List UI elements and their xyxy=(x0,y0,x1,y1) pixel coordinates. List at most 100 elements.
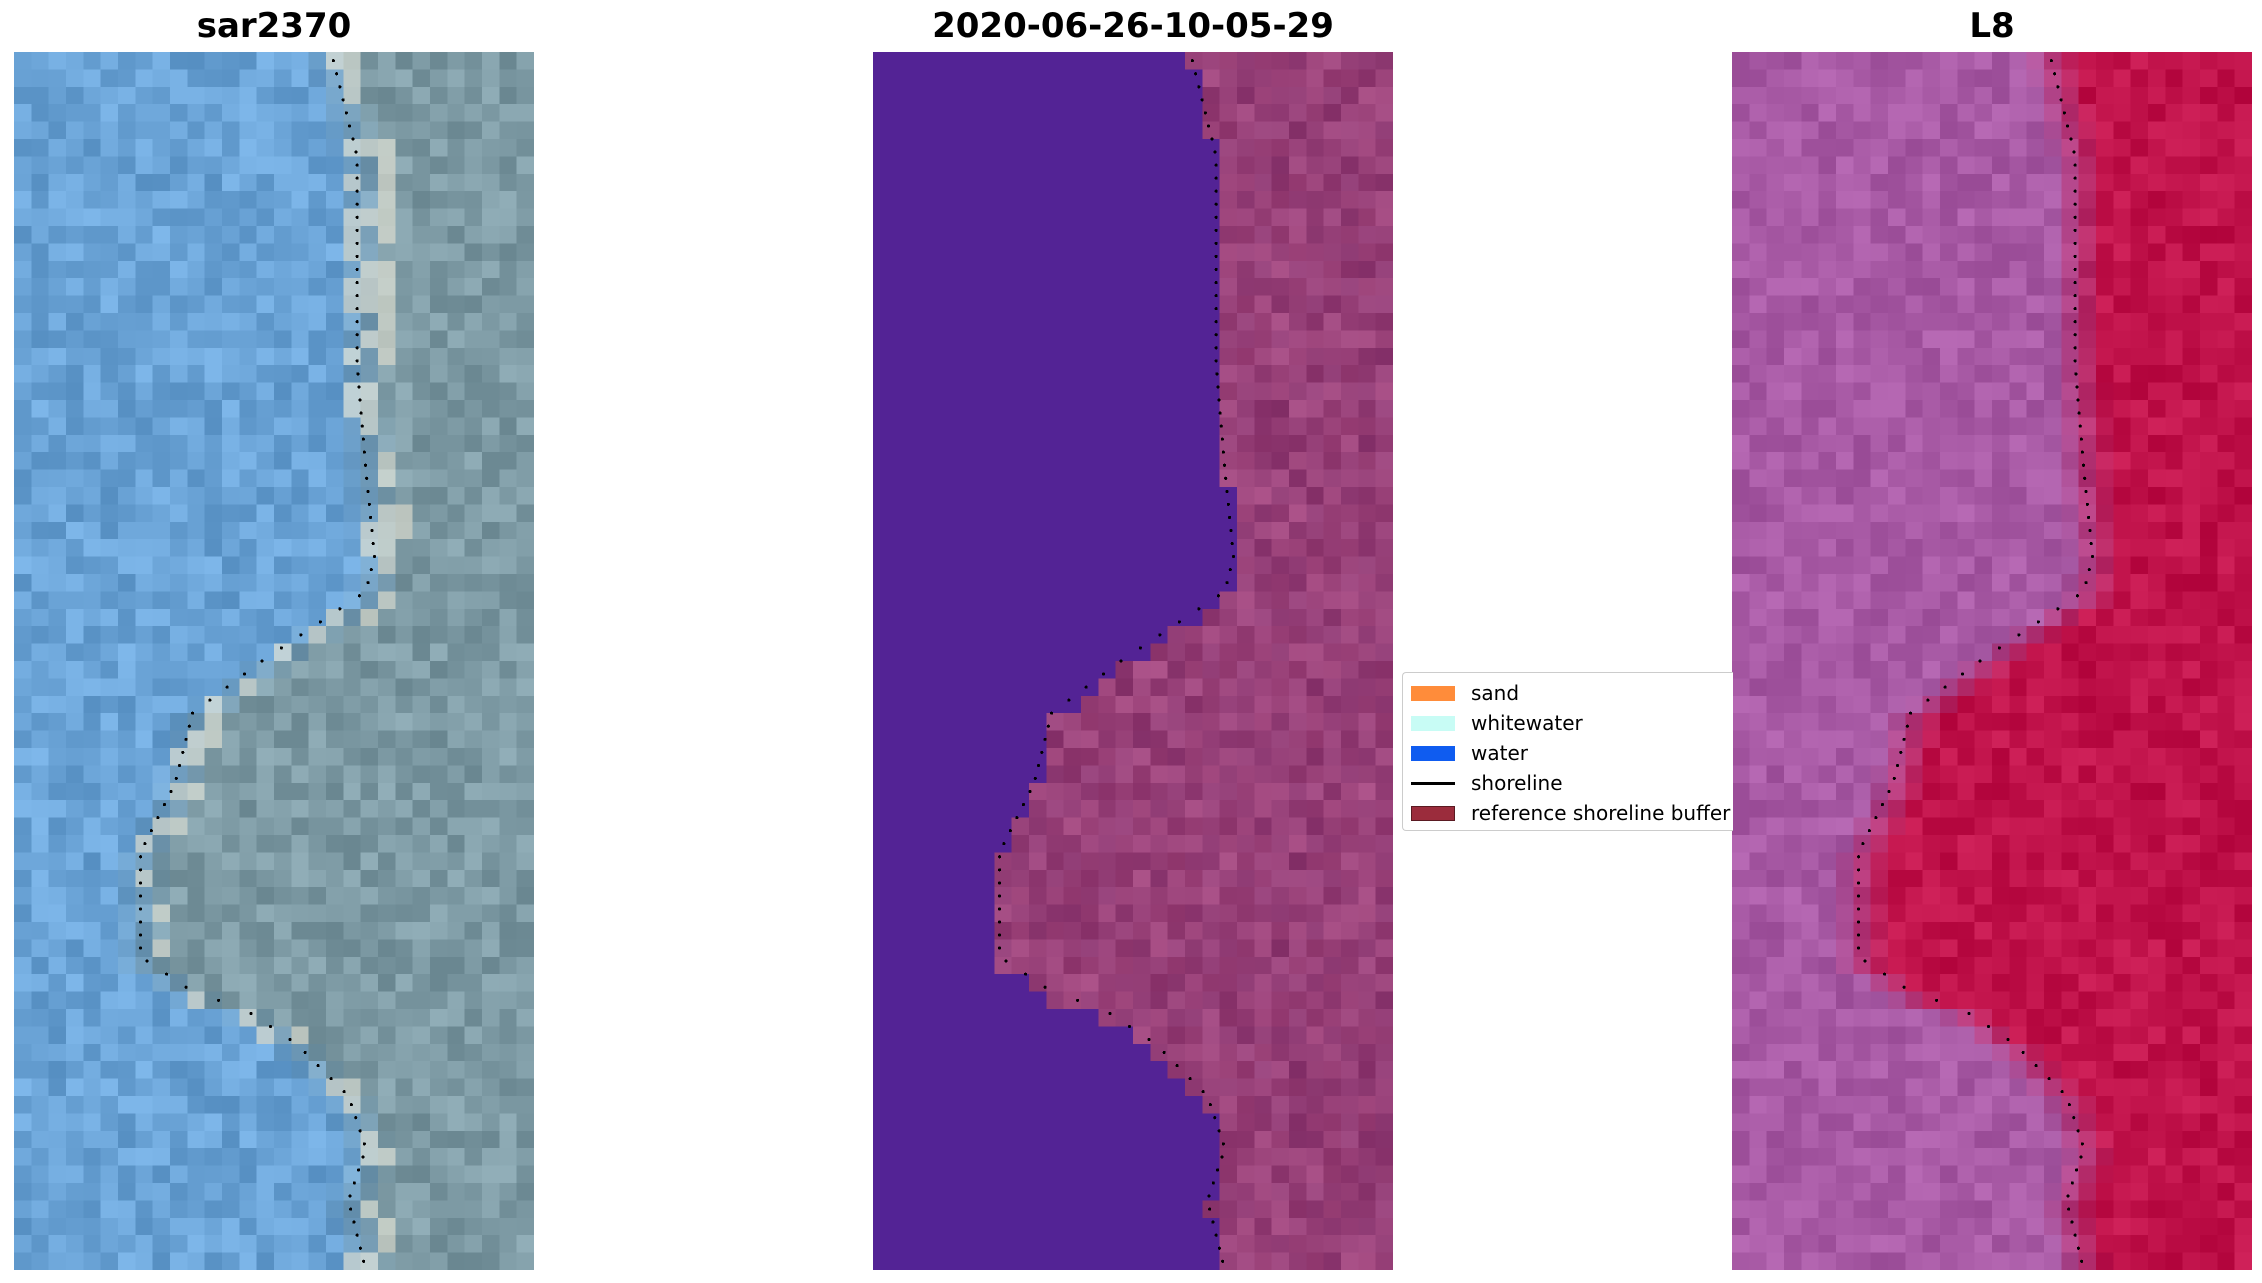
image-pixel xyxy=(100,904,119,923)
image-pixel xyxy=(1133,278,1151,296)
image-pixel xyxy=(83,678,102,697)
image-pixel xyxy=(1202,417,1221,436)
image-pixel xyxy=(83,1026,102,1045)
image-pixel xyxy=(447,817,466,836)
image-pixel xyxy=(2165,226,2184,244)
image-pixel xyxy=(464,1026,483,1045)
image-pixel xyxy=(942,574,961,592)
image-pixel xyxy=(1098,260,1117,279)
image-pixel xyxy=(1046,852,1065,871)
image-pixel xyxy=(204,626,223,644)
image-pixel xyxy=(499,313,518,331)
shoreline-dot xyxy=(164,972,169,976)
image-pixel xyxy=(187,608,206,627)
image-pixel xyxy=(343,800,362,818)
image-pixel xyxy=(464,835,483,853)
image-pixel xyxy=(942,365,961,383)
image-pixel xyxy=(430,730,448,749)
image-pixel xyxy=(66,173,84,192)
image-pixel xyxy=(204,243,223,262)
image-pixel xyxy=(239,591,258,610)
image-pixel xyxy=(1133,469,1151,488)
image-pixel xyxy=(1063,556,1082,575)
image-pixel xyxy=(1029,52,1047,70)
image-pixel xyxy=(890,278,909,296)
image-pixel xyxy=(1784,382,1802,401)
image-pixel xyxy=(447,400,466,418)
image-pixel xyxy=(1341,382,1359,401)
image-pixel xyxy=(482,539,500,557)
image-pixel xyxy=(1202,1113,1221,1132)
image-pixel xyxy=(100,504,119,523)
image-pixel xyxy=(187,469,206,488)
image-pixel xyxy=(1133,869,1151,888)
shoreline-dot xyxy=(1214,228,1218,232)
image-pixel xyxy=(977,591,995,610)
image-pixel xyxy=(1185,922,1203,940)
image-pixel xyxy=(239,765,258,784)
image-pixel xyxy=(1185,173,1203,192)
image-pixel xyxy=(1358,226,1377,244)
image-pixel xyxy=(1029,939,1047,958)
image-pixel xyxy=(291,1043,310,1062)
image-pixel xyxy=(1011,782,1030,801)
image-pixel xyxy=(994,208,1013,227)
image-pixel xyxy=(977,104,995,122)
image-pixel xyxy=(1063,487,1082,505)
image-pixel xyxy=(187,1009,206,1027)
image-pixel xyxy=(925,782,943,801)
image-pixel xyxy=(170,121,188,140)
image-pixel xyxy=(204,1235,223,1253)
image-pixel xyxy=(1732,191,1750,209)
image-pixel xyxy=(1133,904,1151,923)
image-pixel xyxy=(942,1235,961,1253)
image-pixel xyxy=(1115,295,1134,314)
image-pixel xyxy=(239,452,258,470)
image-pixel xyxy=(907,678,926,697)
image-pixel xyxy=(152,904,171,923)
image-pixel xyxy=(14,139,32,157)
image-pixel xyxy=(430,852,448,871)
image-pixel xyxy=(152,800,171,818)
image-pixel xyxy=(308,1252,327,1270)
image-pixel xyxy=(1133,782,1151,801)
image-pixel xyxy=(1888,121,1906,140)
image-pixel xyxy=(100,800,119,818)
image-pixel xyxy=(291,695,310,714)
image-pixel xyxy=(873,208,891,227)
image-pixel xyxy=(1323,695,1342,714)
image-pixel xyxy=(2009,208,2028,227)
image-pixel xyxy=(274,330,292,349)
image-pixel xyxy=(1358,243,1377,262)
image-pixel xyxy=(343,521,362,540)
image-pixel xyxy=(1098,86,1117,105)
image-pixel xyxy=(1046,835,1065,853)
image-pixel xyxy=(1063,661,1082,679)
image-pixel xyxy=(412,156,431,175)
image-pixel xyxy=(1289,939,1307,958)
image-pixel xyxy=(1046,208,1065,227)
image-pixel xyxy=(2234,191,2252,209)
image-pixel xyxy=(1150,661,1169,679)
image-pixel xyxy=(1202,452,1221,470)
image-pixel xyxy=(1098,1026,1117,1045)
image-pixel xyxy=(222,295,240,314)
image-pixel xyxy=(1029,295,1047,314)
image-pixel xyxy=(1289,139,1307,157)
image-pixel xyxy=(1341,782,1359,801)
image-pixel xyxy=(1237,1183,1255,1201)
image-pixel xyxy=(2009,226,2028,244)
image-pixel xyxy=(66,939,84,958)
image-pixel xyxy=(239,974,258,992)
image-pixel xyxy=(1905,139,1924,157)
image-pixel xyxy=(430,504,448,523)
image-pixel xyxy=(291,52,310,70)
image-pixel xyxy=(170,1235,188,1253)
image-pixel xyxy=(31,365,50,383)
shoreline-dot xyxy=(138,946,143,950)
image-pixel xyxy=(1115,1130,1134,1149)
image-pixel xyxy=(873,695,891,714)
image-pixel xyxy=(1081,904,1099,923)
image-pixel xyxy=(326,556,344,575)
image-pixel xyxy=(873,260,891,279)
